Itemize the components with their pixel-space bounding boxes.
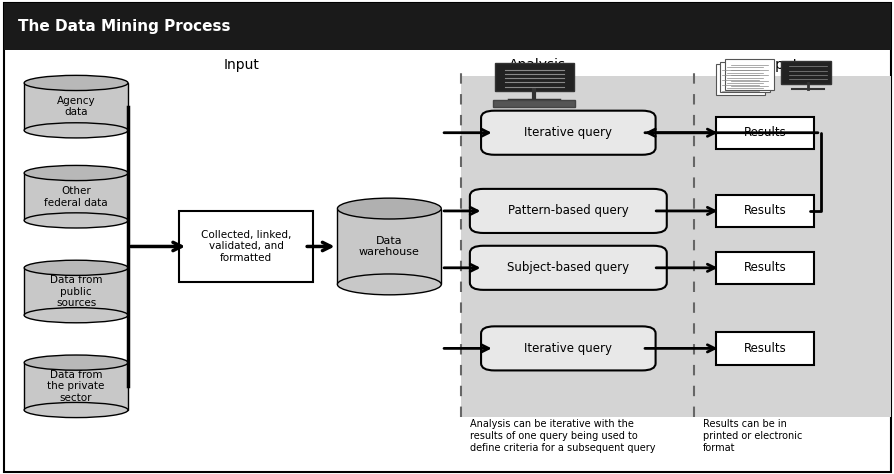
FancyBboxPatch shape [24,268,128,315]
Text: Data from
the private
sector: Data from the private sector [47,370,105,403]
Text: The Data Mining Process: The Data Mining Process [18,19,230,34]
FancyBboxPatch shape [24,173,128,220]
Ellipse shape [337,198,441,219]
Text: Results: Results [743,204,786,218]
Ellipse shape [24,75,128,91]
Ellipse shape [337,274,441,295]
Text: Agency
data: Agency data [56,96,96,118]
Text: Results: Results [743,126,786,139]
Ellipse shape [24,165,128,181]
Text: Results can be in
printed or electronic
format: Results can be in printed or electronic … [702,419,801,453]
FancyBboxPatch shape [724,59,773,90]
Text: Other
federal data: Other federal data [44,186,108,208]
FancyBboxPatch shape [24,363,128,410]
Ellipse shape [24,308,128,323]
Ellipse shape [24,402,128,418]
FancyBboxPatch shape [460,76,693,417]
FancyBboxPatch shape [481,111,654,155]
Text: Analysis can be iterative with the
results of one query being used to
define cri: Analysis can be iterative with the resul… [469,419,654,453]
FancyBboxPatch shape [715,252,814,284]
FancyBboxPatch shape [469,189,666,233]
FancyBboxPatch shape [337,209,441,284]
Text: Results: Results [743,261,786,274]
Text: Results: Results [743,342,786,355]
Ellipse shape [24,213,128,228]
FancyBboxPatch shape [481,326,654,371]
FancyBboxPatch shape [715,195,814,227]
Text: Data
warehouse: Data warehouse [358,236,419,257]
FancyBboxPatch shape [24,83,128,130]
Ellipse shape [24,260,128,275]
FancyBboxPatch shape [715,117,814,149]
Text: Collected, linked,
validated, and
formatted: Collected, linked, validated, and format… [201,230,291,263]
Ellipse shape [24,355,128,370]
Ellipse shape [24,123,128,138]
FancyBboxPatch shape [493,100,575,107]
FancyBboxPatch shape [4,3,890,472]
Text: Iterative query: Iterative query [524,126,611,139]
Text: Subject-based query: Subject-based query [507,261,628,274]
FancyBboxPatch shape [715,332,814,365]
FancyBboxPatch shape [780,61,831,84]
FancyBboxPatch shape [494,63,573,91]
Text: Output: Output [749,58,797,73]
Text: Pattern-based query: Pattern-based query [508,204,628,218]
FancyBboxPatch shape [715,64,764,95]
FancyBboxPatch shape [4,3,890,50]
FancyBboxPatch shape [720,62,769,92]
FancyBboxPatch shape [179,211,313,282]
Text: Analysis: Analysis [508,58,565,73]
Text: Input: Input [224,58,259,73]
Text: Iterative query: Iterative query [524,342,611,355]
FancyBboxPatch shape [469,246,666,290]
FancyBboxPatch shape [693,76,890,417]
Text: Data from
public
sources: Data from public sources [50,275,102,308]
